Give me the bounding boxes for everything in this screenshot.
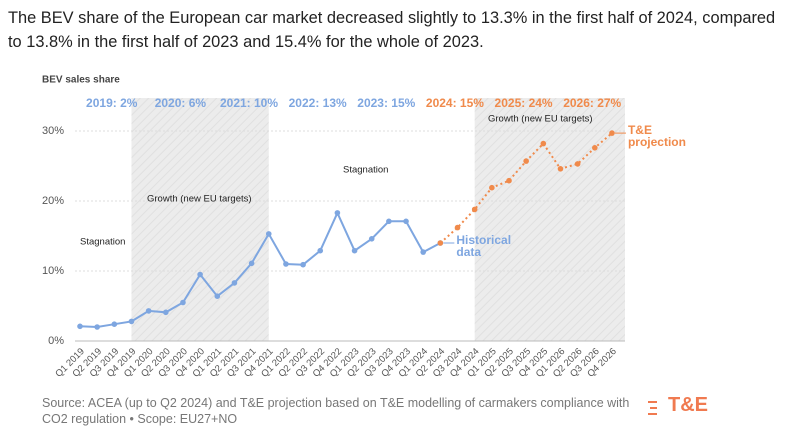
data-point (248, 260, 255, 267)
shaded-period (474, 98, 625, 341)
data-point (94, 324, 100, 330)
series-label: T&E projection (627, 123, 686, 150)
y-tick-label: 0% (48, 335, 64, 347)
data-point (283, 261, 289, 267)
period-label: Stagnation (80, 237, 125, 248)
year-label: 2019: 2% (86, 96, 138, 110)
year-label: 2023: 15% (357, 96, 415, 110)
data-point (609, 130, 615, 136)
data-point (574, 161, 581, 167)
data-point (471, 206, 478, 213)
data-point (214, 293, 221, 300)
data-point (180, 299, 186, 306)
data-point (317, 247, 324, 254)
year-label: 2020: 6% (155, 96, 207, 110)
data-point (197, 271, 203, 278)
data-point (368, 236, 375, 242)
data-point (420, 249, 427, 255)
year-label: 2025: 24% (495, 96, 553, 110)
data-point (489, 184, 495, 191)
data-point (540, 140, 547, 147)
year-label: 2026: 27% (563, 96, 621, 110)
year-label: 2021: 10% (220, 96, 278, 110)
shaded-period (131, 98, 269, 341)
logo-icon (648, 401, 657, 415)
y-axis-title: BEV sales share (42, 75, 120, 86)
year-label: 2022: 13% (289, 96, 347, 110)
y-tick-label: 10% (42, 265, 64, 277)
year-label: 2024: 15% (426, 96, 484, 110)
data-point (557, 166, 564, 172)
heading: The BEV share of the European car market… (8, 9, 776, 51)
data-point (231, 280, 238, 286)
data-point (145, 308, 152, 314)
data-point (351, 247, 358, 254)
data-point (163, 309, 169, 316)
y-tick-label: 20% (42, 195, 64, 207)
series-line (79, 210, 441, 329)
source-note: Source: ACEA (up to Q2 2024) and T&E pro… (42, 396, 630, 426)
y-tick-label: 30% (42, 125, 64, 137)
period-label: Stagnation (343, 165, 388, 176)
data-point (523, 158, 529, 164)
data-point (592, 145, 598, 151)
data-point (454, 224, 461, 231)
logo: T&E (668, 394, 708, 416)
period-label: Growth (new EU targets) (147, 194, 252, 205)
data-point (437, 240, 444, 246)
period-label: Growth (new EU targets) (488, 114, 593, 125)
data-point (506, 177, 512, 184)
data-point (128, 318, 135, 325)
data-point (265, 231, 272, 237)
series-label: Historical data (456, 233, 512, 259)
data-point (77, 323, 83, 330)
data-point (300, 261, 306, 268)
data-point (386, 218, 392, 225)
data-point (111, 321, 118, 328)
data-point (403, 218, 409, 225)
data-point (334, 210, 341, 216)
